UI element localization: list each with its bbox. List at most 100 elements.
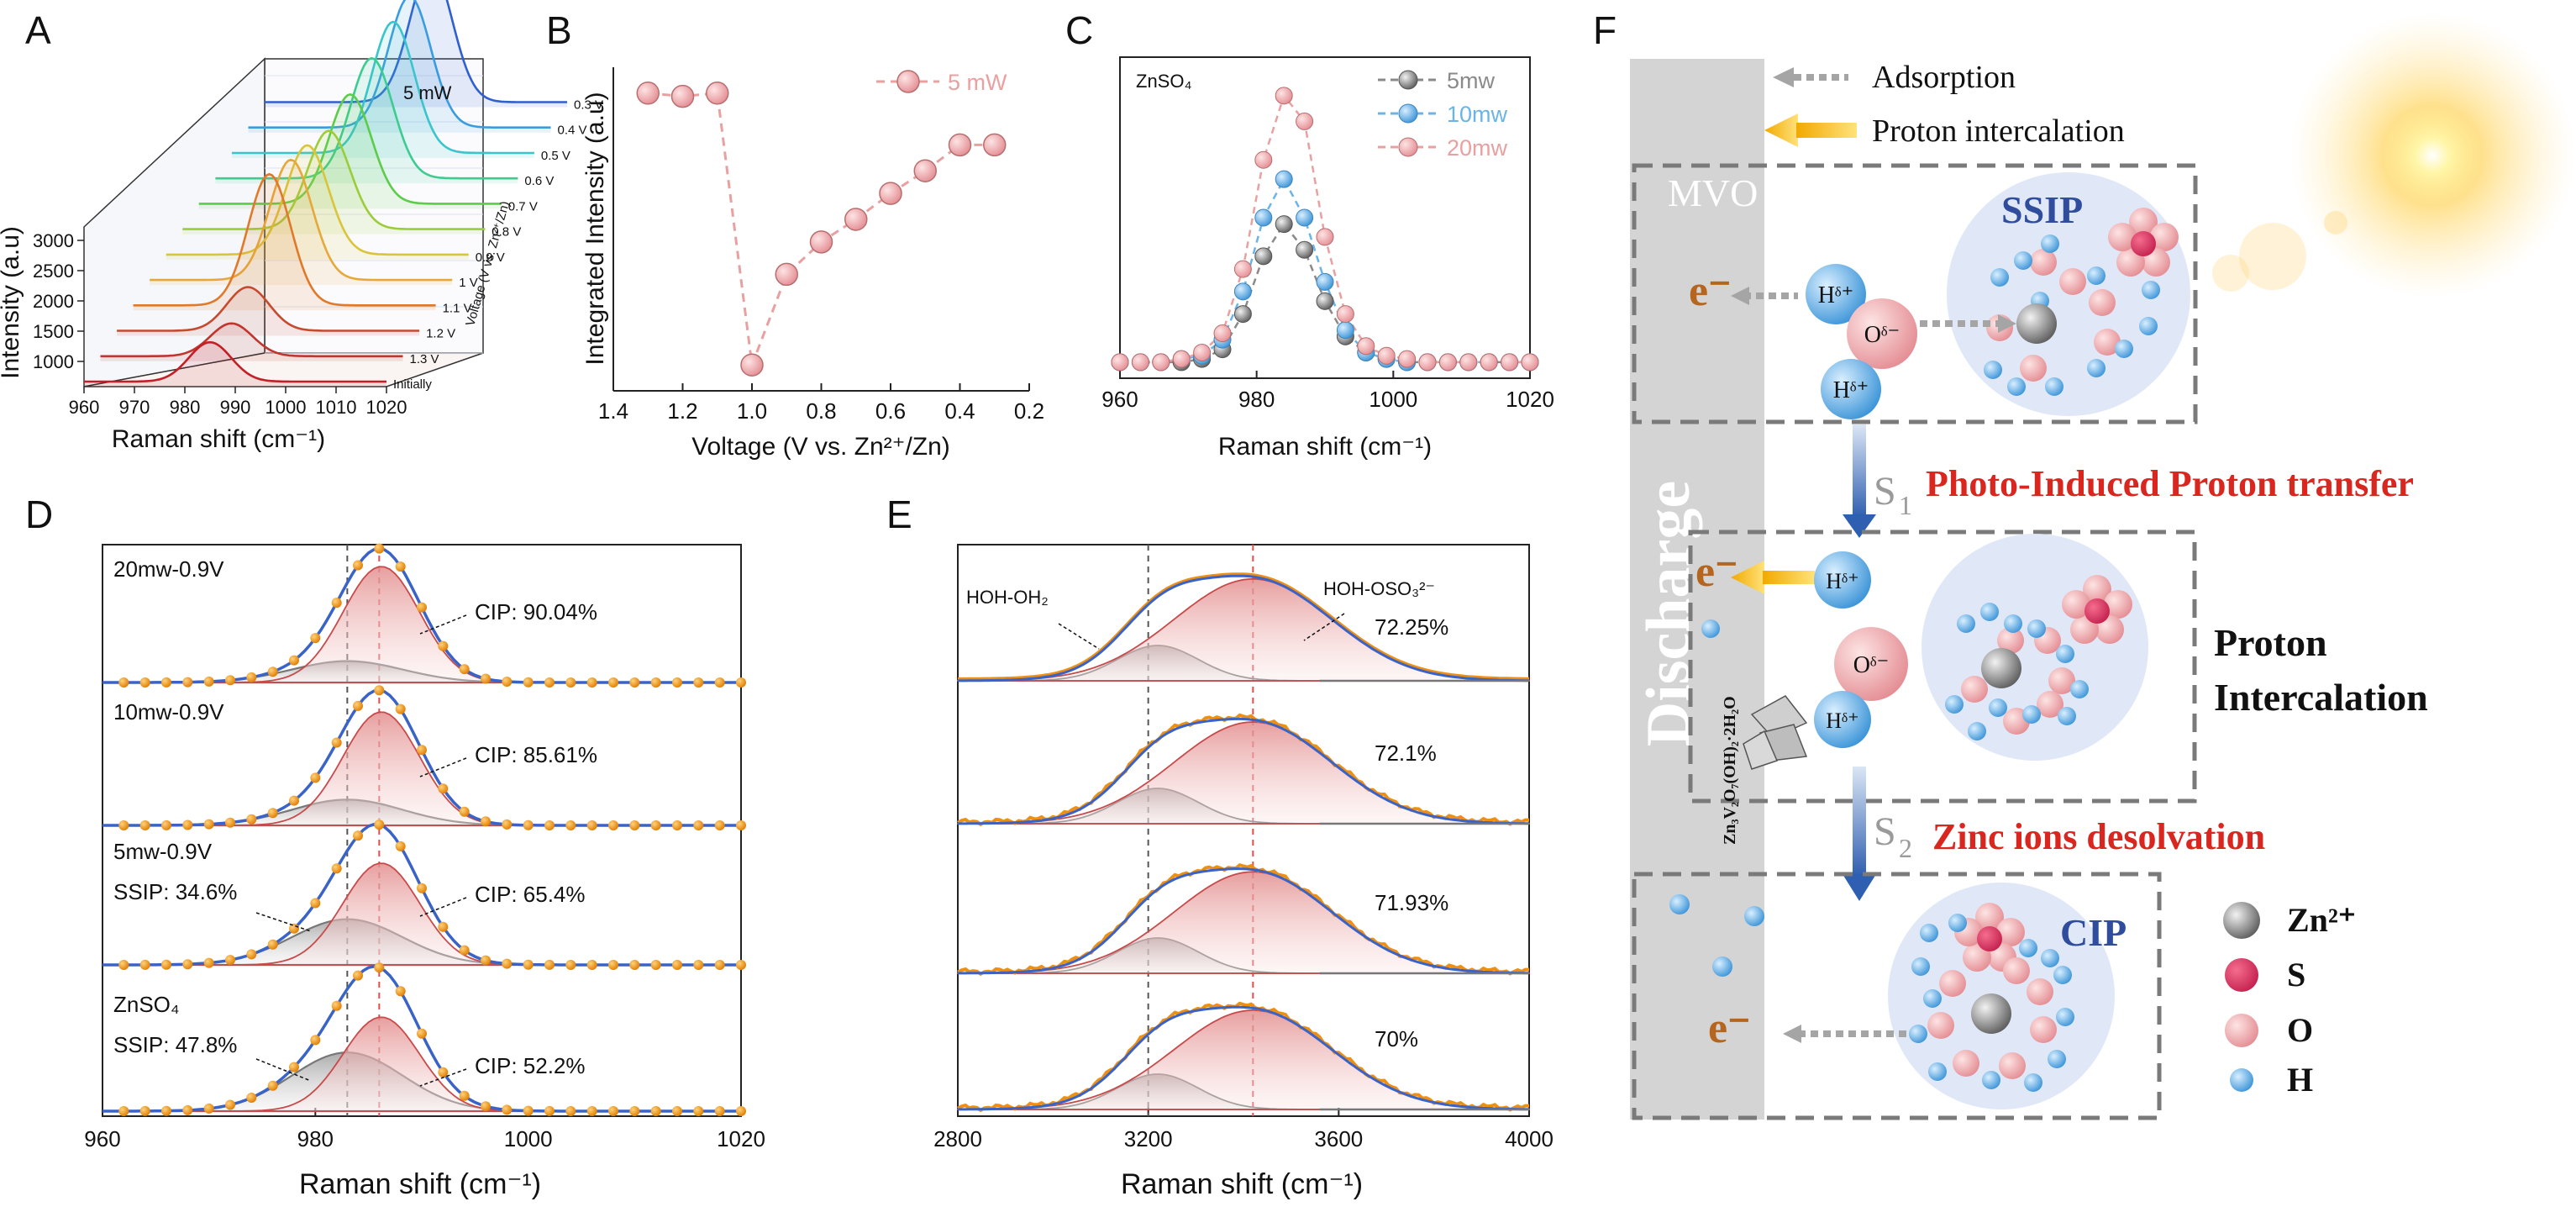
panel-d-data-point <box>374 543 385 554</box>
panel-d-data-point <box>438 921 449 932</box>
panel-e-frame <box>957 544 1530 1117</box>
o-atom-icon <box>2089 289 2116 316</box>
h-atom-icon <box>1984 361 2002 379</box>
panel-a-y-tick-label: 1000 <box>33 351 74 372</box>
zn-ion-icon <box>2223 902 2260 939</box>
panel-d-ssip-pointer <box>255 912 312 932</box>
proton-solvation-shell <box>1921 534 2148 761</box>
panel-a-series-area <box>150 160 453 286</box>
panel-a-series-area <box>117 287 420 336</box>
panel-a-series-line <box>166 144 469 256</box>
panel-c-point <box>1296 208 1314 227</box>
h-atom-icon <box>1909 1025 1927 1043</box>
panel-d-data-point <box>331 1000 342 1011</box>
panel-b-chart: 1.4 1.2 1.0 0.8 0.6 0.4 0.2 5 mW Voltage (V vs… <box>581 67 1044 461</box>
panel-e-x-tick-label: 3200 <box>1124 1126 1173 1151</box>
panel-d-data-point <box>459 664 470 675</box>
panel-a-series-area <box>100 323 403 361</box>
panel-d-data-point <box>586 820 597 830</box>
o-atom-icon <box>2003 957 2030 984</box>
h-atom-icon <box>1928 1062 1947 1081</box>
panel-d-data-point <box>161 959 171 970</box>
panel-c-point <box>1254 208 1273 227</box>
panel-d-data-point <box>331 598 342 609</box>
panel-a-series-area <box>248 0 551 133</box>
o-atom-icon <box>1834 627 1908 701</box>
s-atom-icon <box>2225 958 2258 992</box>
panel-c-series-line <box>1120 177 1530 364</box>
panel-a-y-tick-label: 1500 <box>33 321 74 342</box>
panel-d-cip-label: CIP: 65.4% <box>475 882 586 907</box>
panel-d-data-point <box>374 962 385 973</box>
zn-ion-icon <box>2016 303 2057 344</box>
panel-a-series-label: 1.1 V <box>443 301 472 315</box>
panel-d-data-point <box>203 819 214 830</box>
h-atom-icon <box>1806 264 1866 324</box>
panel-d-data-point <box>395 840 406 851</box>
panel-e-percent-label: 70% <box>1375 1026 1418 1051</box>
panel-d-data-point <box>672 677 682 688</box>
panel-a-series-line <box>150 158 453 282</box>
panel-d-data-point <box>565 677 576 688</box>
panel-c-point <box>1233 282 1252 301</box>
h-atom-icon <box>1814 691 1871 748</box>
panel-c-point <box>1316 228 1334 246</box>
panel-label-f: F <box>1593 8 1617 52</box>
panel-b-x-tick-label: 0.8 <box>806 398 836 424</box>
o-atom-icon <box>2062 590 2090 619</box>
panel-a-x-tick-label: 990 <box>220 397 251 418</box>
panel-d-data-point <box>481 816 491 827</box>
legend-s-label: S <box>2287 956 2305 993</box>
h-atom-icon <box>2022 705 2041 724</box>
panel-d-data-point <box>565 960 576 970</box>
panel-e-annotation-right: HOH-OSO₃²⁻ <box>1323 578 1435 599</box>
panel-d-data-point <box>629 1106 640 1116</box>
panel-d-data-point <box>608 677 618 688</box>
legend-adsorption-label: Adsorption <box>1872 60 2016 95</box>
panel-b-legend-marker <box>896 70 920 93</box>
panel-c-point <box>1296 112 1314 130</box>
panel-b-point <box>879 182 902 205</box>
panel-c-point <box>1398 350 1417 368</box>
panel-c-point <box>1254 150 1273 169</box>
panel-d-data-point <box>395 986 406 997</box>
panel-c-x-tick-label: 960 <box>1101 387 1138 412</box>
sun-flare-icon <box>2324 211 2347 234</box>
s-atom-icon <box>2131 231 2156 256</box>
panel-a-series-area <box>84 342 386 387</box>
panel-d-data-point <box>225 817 235 828</box>
panel-a-x-label: Raman shift (cm⁻¹) <box>112 425 325 453</box>
panel-d-data-point <box>459 945 470 956</box>
o-atom-icon <box>1999 1052 2026 1079</box>
h-atom-icon <box>2087 266 2105 285</box>
panel-b-point <box>775 262 798 287</box>
panel-d-data-point <box>118 677 129 688</box>
h-atom-label: Hᵟ⁺ <box>1818 282 1854 308</box>
electrode-bar <box>1630 59 1764 1120</box>
panel-b-x-tick-label: 1.4 <box>598 398 628 424</box>
panel-d-cip-pointer <box>419 614 467 635</box>
panel-d-data-point <box>608 1106 618 1116</box>
h-atom-icon <box>2070 680 2089 698</box>
panel-a-series-line <box>100 322 403 358</box>
panel-d-row-label: ZnSO₄ <box>113 992 180 1017</box>
h-atom-label: Hᵟ⁺ <box>1833 377 1869 403</box>
panel-d-data-point <box>650 960 661 970</box>
stage-box-3 <box>1632 872 2162 1120</box>
h-atom-icon <box>1968 722 1986 740</box>
panel-e-percent-label: 71.93% <box>1375 890 1448 915</box>
panel-a-legend: 5 mW <box>403 82 452 103</box>
h-atom-icon <box>1920 924 1938 942</box>
panel-d-row-label: 5mw-0.9V <box>113 839 213 864</box>
proton-arrow-shaft <box>1796 123 1857 138</box>
panel-d-data-point <box>289 795 299 806</box>
panel-d-data-point <box>182 677 193 688</box>
discharge-label: Discharge <box>1634 481 1703 747</box>
panel-d-data-point <box>118 820 129 830</box>
panel-d-data-point <box>523 1105 534 1116</box>
h-atom-icon <box>1990 268 2009 287</box>
panel-e-sulfate-peak <box>957 871 1530 974</box>
panel-d-x-tick-label: 960 <box>84 1126 120 1151</box>
panel-d-data-point <box>310 1035 321 1046</box>
panel-b-point <box>636 82 660 105</box>
